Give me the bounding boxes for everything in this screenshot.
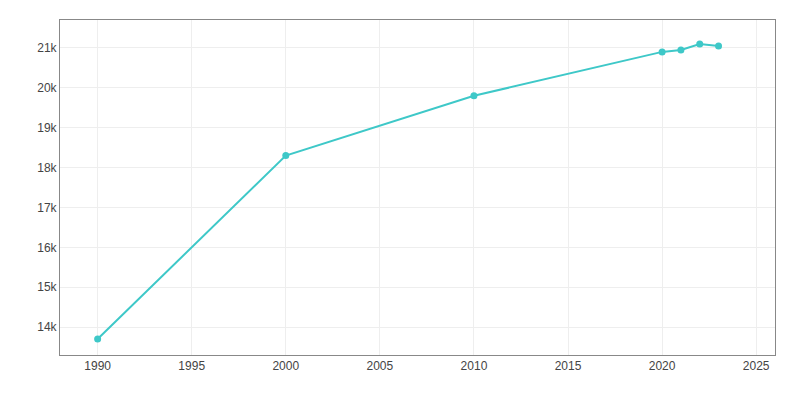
svg-text:2020: 2020: [649, 359, 676, 373]
svg-text:14k: 14k: [37, 320, 57, 334]
svg-text:16k: 16k: [37, 241, 57, 255]
svg-text:2005: 2005: [367, 359, 394, 373]
svg-text:19k: 19k: [37, 121, 57, 135]
svg-text:2000: 2000: [272, 359, 299, 373]
svg-text:20k: 20k: [37, 81, 57, 95]
svg-text:17k: 17k: [37, 201, 57, 215]
svg-text:21k: 21k: [37, 41, 57, 55]
svg-text:2025: 2025: [743, 359, 770, 373]
svg-text:2010: 2010: [461, 359, 488, 373]
svg-text:1990: 1990: [84, 359, 111, 373]
svg-text:15k: 15k: [37, 280, 57, 294]
svg-text:18k: 18k: [37, 161, 57, 175]
svg-text:2015: 2015: [555, 359, 582, 373]
svg-text:1995: 1995: [178, 359, 205, 373]
